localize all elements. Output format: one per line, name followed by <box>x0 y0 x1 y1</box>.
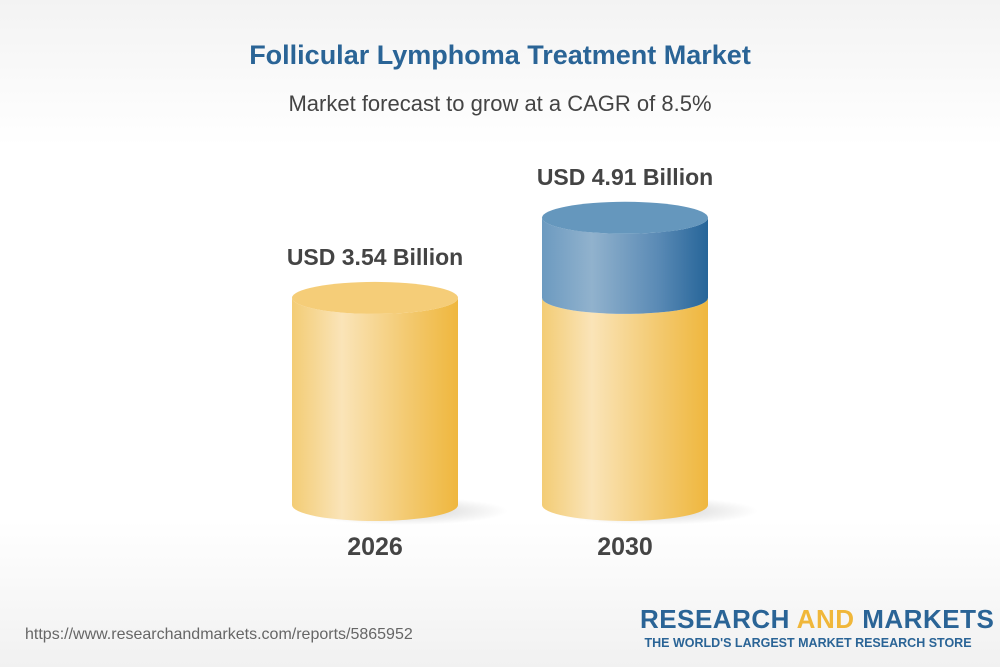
x-tick-label: 2030 <box>597 533 653 561</box>
chart-subtitle: Market forecast to grow at a CAGR of 8.5… <box>288 91 712 116</box>
logo-text-markets: MARKETS <box>854 604 995 634</box>
logo-text-and: AND <box>796 604 855 634</box>
cylinder-body-base-2026 <box>292 297 458 521</box>
chart-title: Follicular Lymphoma Treatment Market <box>249 40 751 70</box>
research-and-markets-logo: RESEARCH AND MARKETS THE WORLD'S LARGEST… <box>640 604 994 650</box>
logo-tagline: THE WORLD'S LARGEST MARKET RESEARCH STOR… <box>644 636 972 650</box>
x-tick-label: 2026 <box>347 533 403 561</box>
cylinder-body-base-2030 <box>542 297 708 521</box>
source-url[interactable]: https://www.researchandmarkets.com/repor… <box>25 626 413 643</box>
cylinder-top-2026 <box>292 281 458 314</box>
logo-text-research: RESEARCH <box>640 604 797 634</box>
cylinder-top-2030 <box>542 201 708 234</box>
data-label: USD 3.54 Billion <box>287 244 463 270</box>
cylinder-body-growth-2030 <box>542 217 708 314</box>
data-label: USD 4.91 Billion <box>537 164 713 190</box>
